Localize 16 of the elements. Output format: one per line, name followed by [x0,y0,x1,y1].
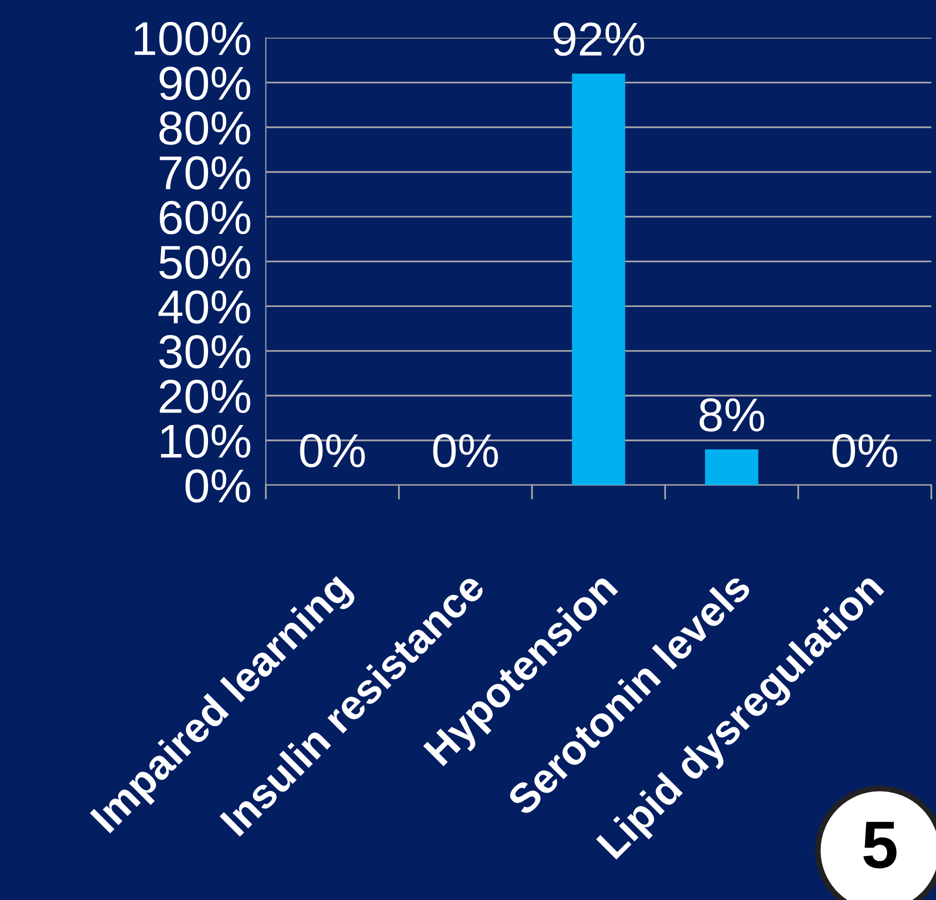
y-tick-label: 0% [186,469,250,503]
y-tick-label: 40% [158,290,250,324]
y-tick-label: 60% [160,200,250,234]
y-tick-label: 10% [161,424,250,458]
y-tick-label: 70% [160,156,250,190]
y-tick-label: 80% [159,111,250,145]
y-tick-label: 30% [159,335,250,368]
data-label: 0% [832,434,898,468]
data-label: 8% [700,398,764,432]
data-label: 0% [300,434,365,468]
y-tick-label: 100% [134,22,250,56]
y-tick-label: 90% [160,66,250,100]
text: 5 [863,822,897,868]
y-tick-label: 20% [160,380,250,414]
data-label: 0% [433,434,498,468]
y-tick-label: 50% [159,246,250,280]
